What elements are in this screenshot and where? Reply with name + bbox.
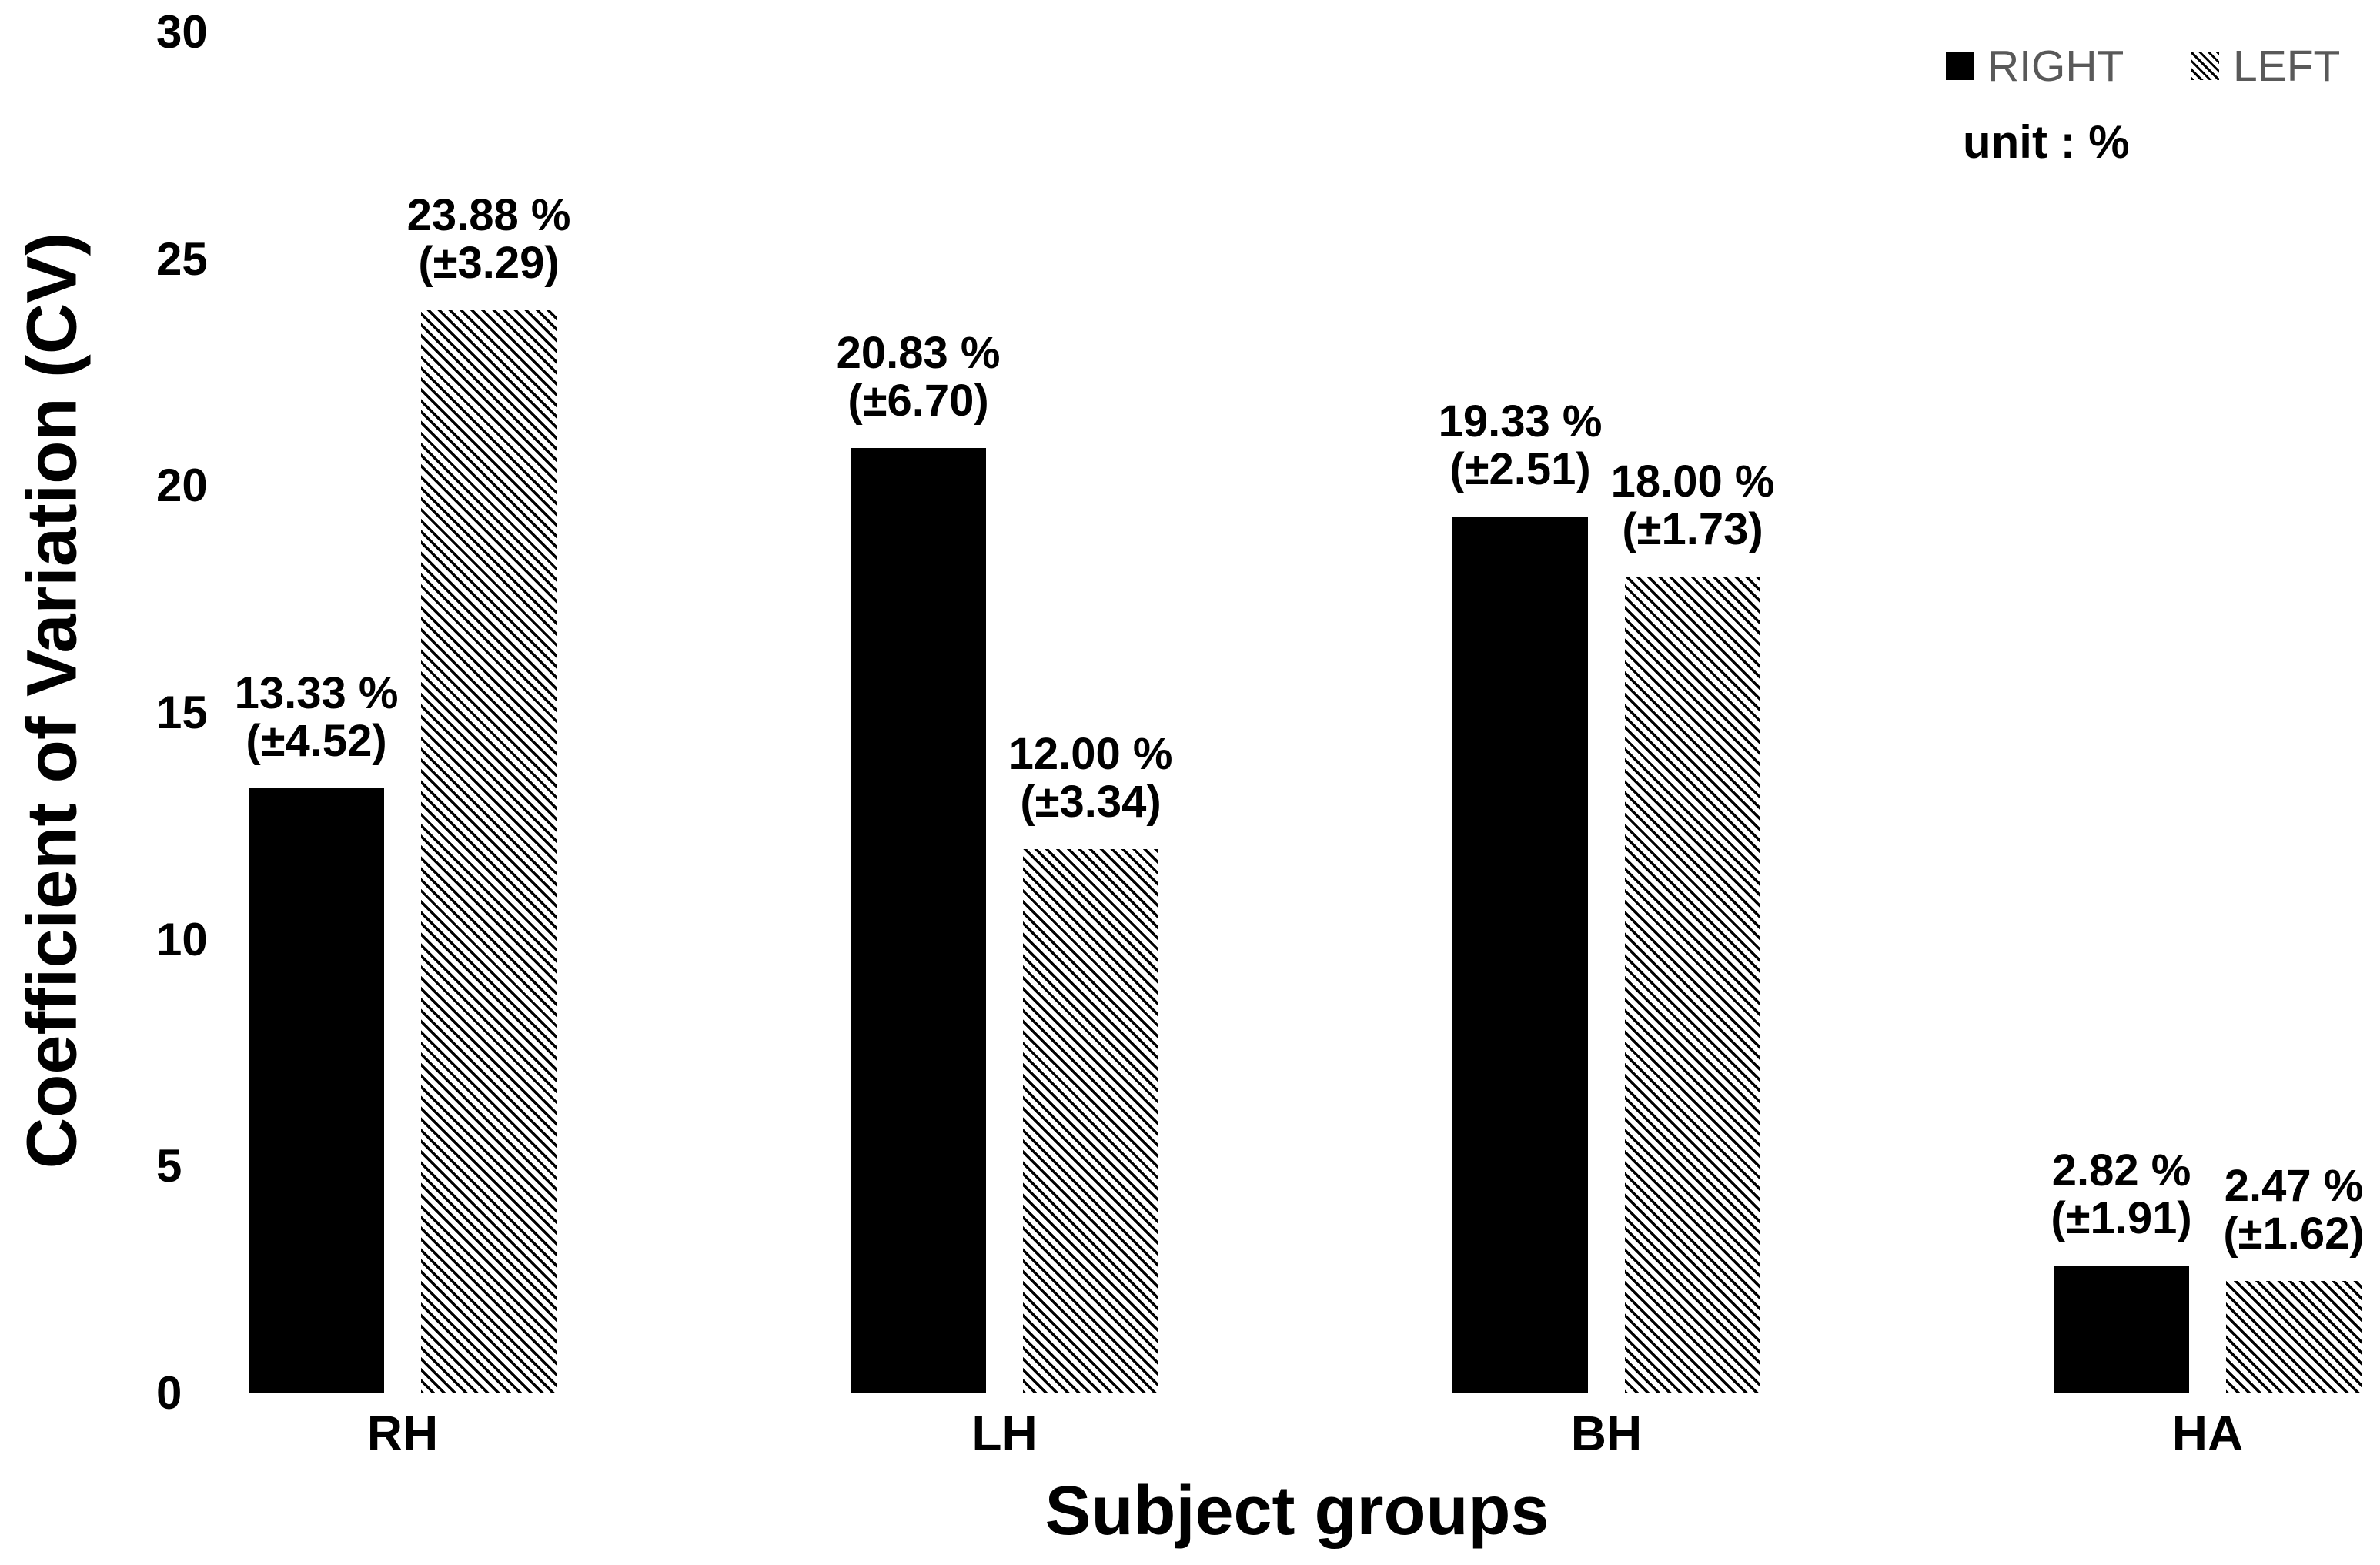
bar-bh-left — [1625, 577, 1760, 1393]
bar-value-text: 13.33 % — [234, 668, 399, 719]
bar-lh-right — [851, 448, 986, 1393]
y-tick-10: 10 — [156, 913, 208, 965]
bar-value-text: 18.00 % — [1610, 456, 1775, 507]
bar-label-bh-right: 19.33 % (±2.51) — [1359, 396, 1682, 494]
bar-value-text: 2.82 % — [2051, 1145, 2191, 1195]
bar-value-text: 19.33 % — [1438, 396, 1603, 446]
bar-value-text: 12.00 % — [1008, 728, 1173, 779]
legend-label-right: RIGHT — [1987, 42, 2124, 91]
y-tick-15: 15 — [156, 687, 208, 739]
bar-sd-text: (±1.62) — [2223, 1209, 2365, 1259]
bar-sd-text: (±2.51) — [1449, 443, 1591, 494]
bar-ha-right — [2054, 1265, 2189, 1393]
x-tick-rh: RH — [366, 1406, 439, 1461]
bar-label-rh-right: 13.33 % (±4.52) — [155, 670, 478, 765]
legend-entry-left: LEFT — [2191, 42, 2340, 91]
hatch-square-icon — [2191, 52, 2219, 80]
solid-square-icon — [1946, 52, 1974, 80]
bar-value-text: 23.88 % — [406, 189, 571, 240]
y-tick-5: 5 — [156, 1140, 182, 1192]
bar-sd-text: (±3.34) — [1020, 776, 1162, 827]
x-tick-ha: HA — [2171, 1406, 2244, 1461]
bar-rh-right — [249, 788, 384, 1393]
bar-label-rh-left: 23.88 % (±3.29) — [327, 189, 650, 288]
bar-sd-text: (±1.91) — [2051, 1192, 2192, 1243]
bar-sd-text: (±3.29) — [418, 237, 560, 288]
x-tick-lh: LH — [971, 1406, 1038, 1461]
bar-sd-text: (±4.52) — [246, 716, 387, 767]
bar-ha-left — [2226, 1281, 2362, 1393]
legend-label-left: LEFT — [2233, 42, 2341, 91]
y-tick-25: 25 — [156, 232, 208, 285]
bar-label-bh-left: 18.00 % (±1.73) — [1531, 458, 1854, 553]
legend-entry-right: RIGHT — [1946, 42, 2124, 91]
bar-label-lh-left: 12.00 % (±3.34) — [929, 728, 1252, 827]
y-tick-0: 0 — [156, 1367, 182, 1419]
bar-rh-left — [421, 309, 557, 1393]
bar-value-text: 2.47 % — [2224, 1161, 2364, 1212]
x-tick-bh: BH — [1570, 1406, 1643, 1461]
y-tick-30: 30 — [156, 6, 208, 59]
bar-bh-right — [1452, 516, 1588, 1393]
unit-note: unit : % — [1963, 116, 2130, 168]
y-axis-title: Coefficient of Variation (CV) — [12, 232, 92, 1169]
bar-sd-text: (±1.73) — [1622, 504, 1763, 555]
bar-label-ha-left: 2.47 % (±1.62) — [2132, 1162, 2380, 1258]
bar-sd-text: (±6.70) — [847, 376, 989, 426]
bar-value-text: 20.83 % — [836, 328, 1001, 379]
bar-label-ha-right: 2.82 % (±1.91) — [1960, 1145, 2283, 1243]
x-axis-title: Subject groups — [1045, 1473, 1549, 1550]
bar-label-lh-right: 20.83 % (±6.70) — [757, 329, 1080, 425]
y-tick-20: 20 — [156, 460, 208, 512]
bar-lh-left — [1023, 848, 1158, 1393]
